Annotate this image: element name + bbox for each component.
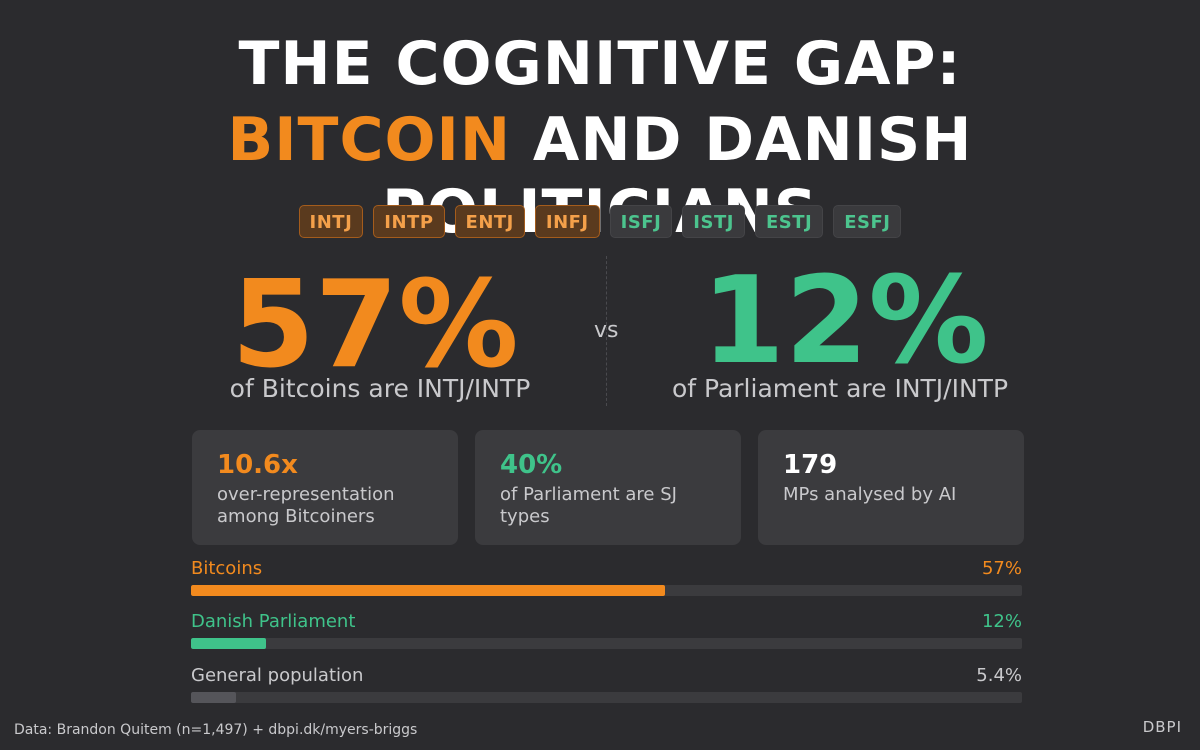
bar-fill [191, 692, 236, 703]
comparison-divider [606, 256, 607, 406]
stat-card-overrepresentation: 10.6x over-representation among Bitcoine… [192, 430, 458, 545]
card-value: 10.6x [217, 450, 298, 480]
vs-label: vs [594, 318, 619, 343]
bar-label: General population [191, 665, 364, 686]
parliament-percentage: 12% [701, 252, 989, 391]
card-value: 40% [500, 450, 563, 480]
card-value: 179 [783, 450, 838, 480]
tag-infj: INFJ [534, 205, 600, 238]
bar-label: Bitcoins [191, 558, 263, 579]
tag-intp: INTP [373, 205, 445, 238]
bar-value: 12% [981, 611, 1022, 632]
tag-isfj: ISFJ [609, 205, 673, 238]
card-description: over-representation among Bitcoiners [217, 484, 395, 527]
bar-track [191, 638, 1022, 649]
tag-entj: ENTJ [454, 205, 525, 238]
tag-esfj: ESFJ [833, 205, 902, 238]
bar-value: 5.4% [976, 665, 1022, 686]
parliament-caption: of Parliament are INTJ/INTP [671, 374, 1009, 403]
bar-danish-parliament: Danish Parliament 12% [191, 611, 1022, 649]
bar-track [191, 585, 1022, 596]
bar-value: 57% [981, 558, 1022, 579]
bitcoin-percentage: 57% [231, 256, 519, 395]
bar-label: Danish Parliament [191, 611, 356, 632]
stat-card-sj-types: 40% of Parliament are SJ types [475, 430, 741, 545]
bar-fill [191, 638, 266, 649]
brand-label: DBPI [1142, 718, 1182, 736]
tag-estj: ESTJ [754, 205, 824, 238]
title-accent: BITCOIN [227, 105, 512, 175]
bar-bitcoins: Bitcoins 57% [191, 558, 1022, 596]
card-description: of Parliament are SJ types [500, 484, 677, 527]
bar-track [191, 692, 1022, 703]
title-line-1: THE COGNITIVE GAP: [238, 29, 962, 99]
tag-istj: ISTJ [682, 205, 745, 238]
stat-card-mps-analysed: 179 MPs analysed by AI [758, 430, 1024, 545]
personality-type-tags: INTJ INTP ENTJ INFJ ISFJ ISTJ ESTJ ESFJ [0, 205, 1200, 238]
data-source: Data: Brandon Quitem (n=1,497) + dbpi.dk… [14, 722, 418, 738]
bar-fill [191, 585, 665, 596]
stat-cards: 10.6x over-representation among Bitcoine… [192, 430, 1024, 545]
tag-intj: INTJ [298, 205, 364, 238]
card-description: MPs analysed by AI [783, 484, 957, 505]
bar-general-population: General population 5.4% [191, 665, 1022, 703]
bitcoin-caption: of Bitcoins are INTJ/INTP [229, 374, 531, 403]
